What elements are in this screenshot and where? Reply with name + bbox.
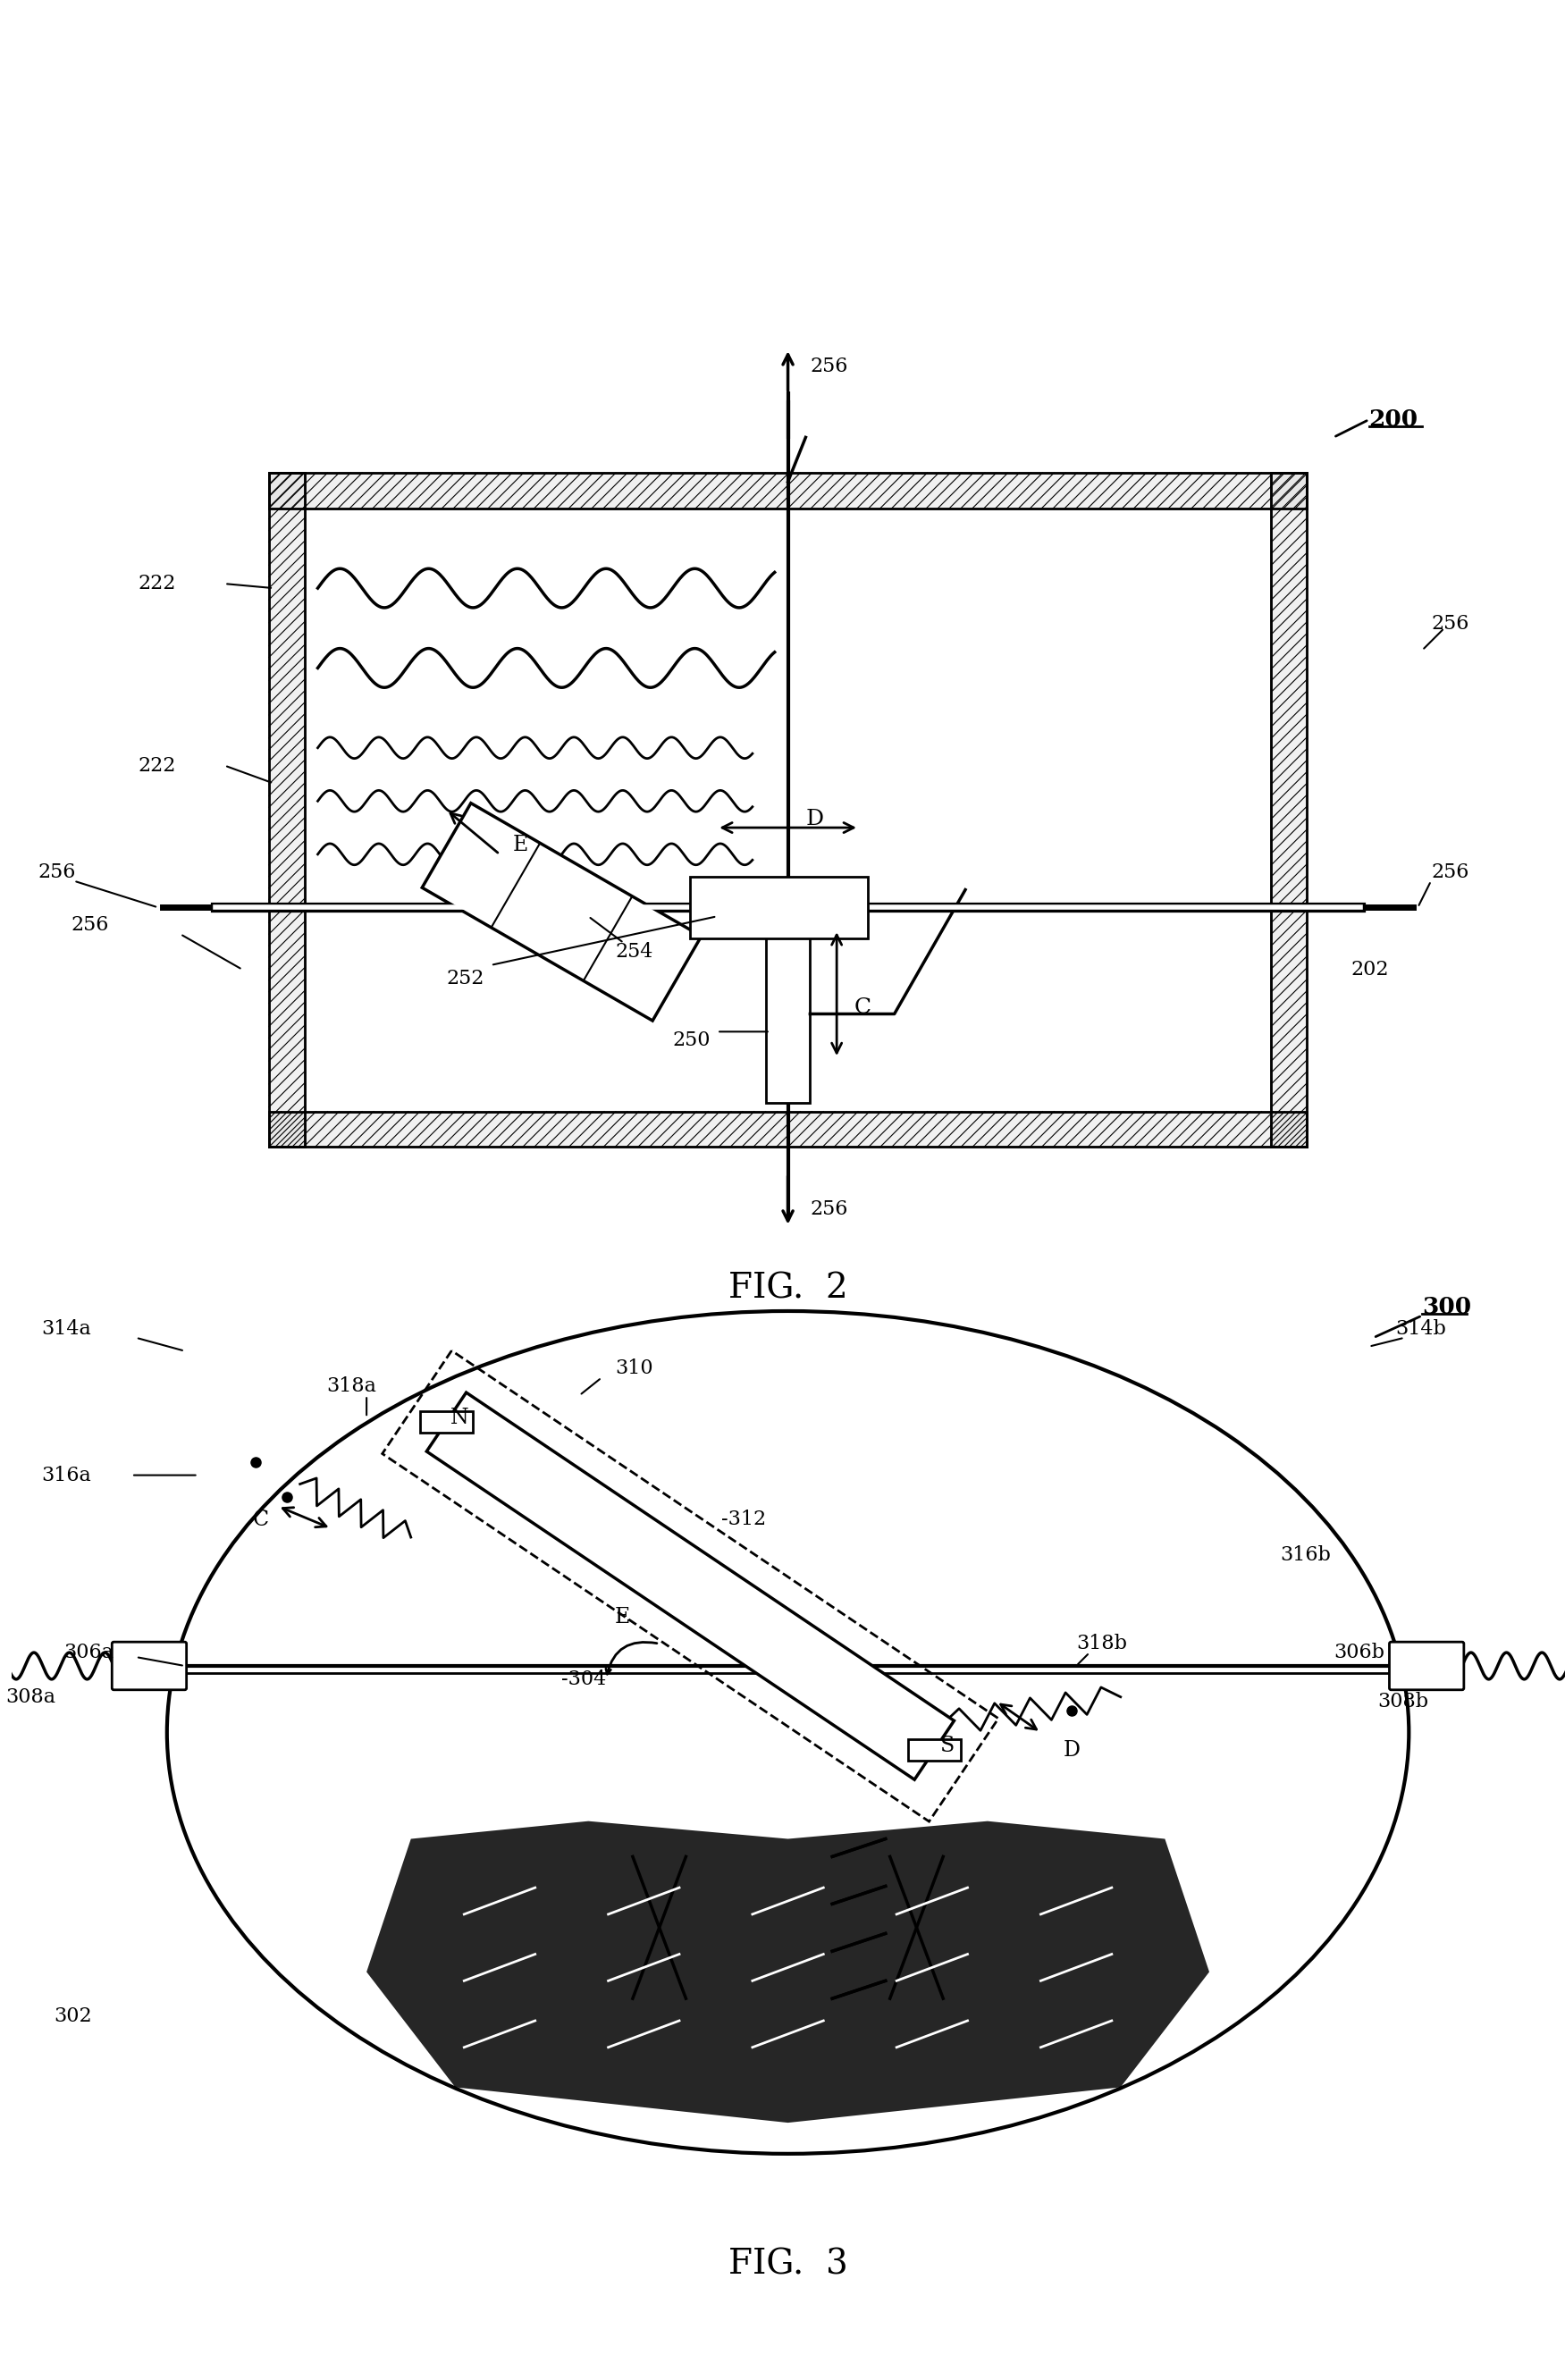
Text: 300: 300 <box>1423 1295 1471 1319</box>
Text: E: E <box>513 835 529 857</box>
Bar <box>269 474 305 1147</box>
Bar <box>269 474 305 1147</box>
Text: 256: 256 <box>1430 614 1470 633</box>
Bar <box>269 1111 1307 1147</box>
FancyBboxPatch shape <box>1390 1642 1463 1690</box>
Bar <box>419 1411 473 1433</box>
Text: 314b: 314b <box>1396 1319 1446 1338</box>
Bar <box>305 509 1271 1111</box>
Text: -312: -312 <box>721 1509 767 1530</box>
Text: 316b: 316b <box>1280 1545 1332 1564</box>
Text: E: E <box>615 1606 631 1628</box>
Bar <box>269 474 1307 509</box>
Text: 318a: 318a <box>327 1376 377 1397</box>
Bar <box>269 474 1307 509</box>
Text: FIG.  2: FIG. 2 <box>728 1273 848 1307</box>
Text: 200: 200 <box>1369 409 1418 431</box>
Text: 222: 222 <box>138 757 175 776</box>
Polygon shape <box>423 802 701 1021</box>
Polygon shape <box>366 1821 1210 2123</box>
Text: 314a: 314a <box>42 1319 92 1338</box>
Bar <box>269 1111 1307 1147</box>
Bar <box>1271 474 1307 1147</box>
Text: 302: 302 <box>53 2006 92 2025</box>
Text: S: S <box>941 1735 955 1756</box>
Text: 256: 256 <box>72 916 110 935</box>
Bar <box>690 876 867 938</box>
Text: 202: 202 <box>1351 959 1390 981</box>
Text: 306b: 306b <box>1333 1642 1385 1661</box>
Polygon shape <box>427 1392 955 1780</box>
Text: C: C <box>254 1509 269 1530</box>
Bar <box>908 1740 961 1761</box>
Text: C: C <box>854 997 872 1019</box>
FancyBboxPatch shape <box>113 1642 186 1690</box>
Text: D: D <box>806 809 823 828</box>
Text: D: D <box>1063 1740 1080 1761</box>
Ellipse shape <box>167 1311 1408 2154</box>
Text: 310: 310 <box>615 1359 653 1378</box>
Text: 254: 254 <box>615 942 653 962</box>
Text: FIG.  3: FIG. 3 <box>728 2249 848 2280</box>
Text: 316a: 316a <box>42 1466 92 1485</box>
Text: 256: 256 <box>1430 862 1470 883</box>
Text: 306a: 306a <box>64 1642 114 1661</box>
Bar <box>1271 474 1307 1147</box>
Text: 308b: 308b <box>1377 1692 1429 1711</box>
Text: 256: 256 <box>811 357 848 376</box>
Text: 252: 252 <box>446 969 484 988</box>
Text: N: N <box>451 1407 469 1428</box>
Text: -304: -304 <box>562 1668 607 1690</box>
Text: 318b: 318b <box>1077 1635 1127 1654</box>
Bar <box>765 912 811 1102</box>
Text: 308a: 308a <box>6 1687 56 1706</box>
Text: 256: 256 <box>38 862 77 883</box>
Text: 250: 250 <box>673 1031 711 1050</box>
Text: 222: 222 <box>138 574 175 593</box>
Text: 256: 256 <box>811 1200 848 1219</box>
